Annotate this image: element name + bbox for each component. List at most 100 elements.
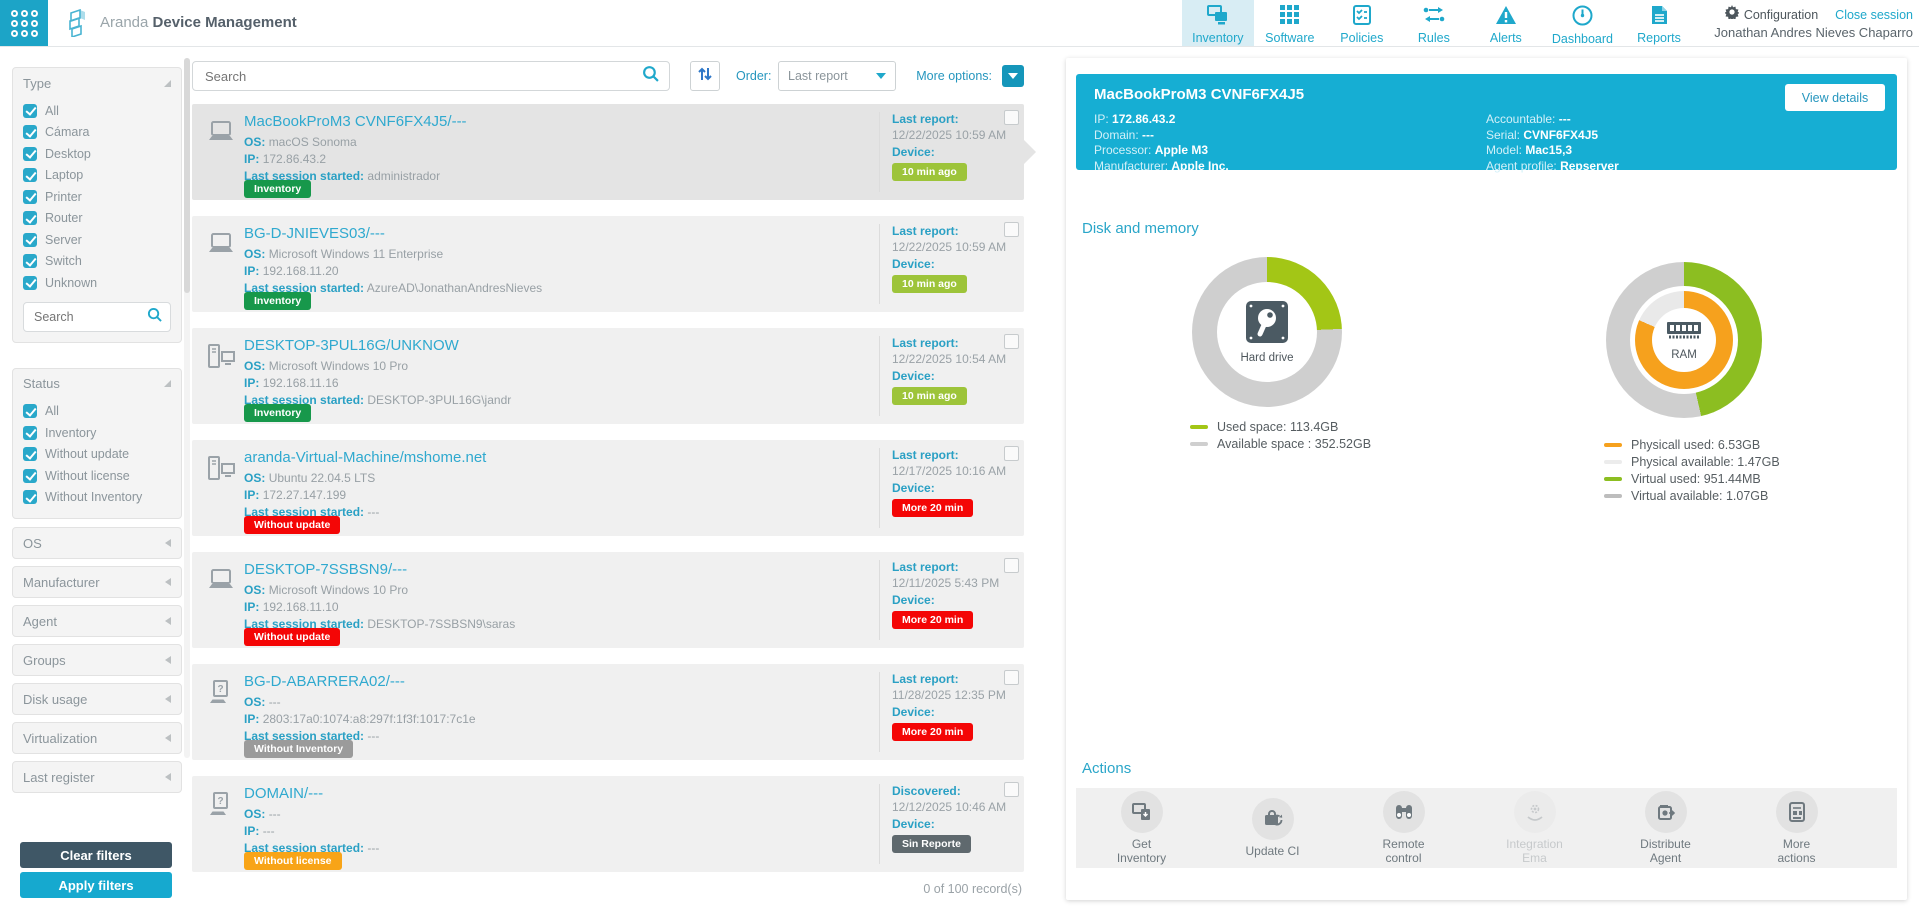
device-row[interactable]: MacBookProM3 CVNF6FX4J5/--- OS: macOS So…: [192, 104, 1036, 200]
status-option-all[interactable]: All: [23, 401, 171, 423]
checkbox-checked-icon[interactable]: [23, 404, 37, 419]
status-option-inventory[interactable]: Inventory: [23, 422, 171, 444]
row-checkbox[interactable]: [1004, 222, 1019, 237]
report-label: Discovered:: [892, 784, 961, 798]
tab-alerts[interactable]: Alerts: [1470, 0, 1542, 46]
order-dropdown[interactable]: Last report: [778, 61, 896, 91]
tab-policies[interactable]: Policies: [1326, 0, 1398, 46]
checkbox-checked-icon[interactable]: [23, 146, 37, 161]
device-row[interactable]: ? DOMAIN/--- OS: --- IP: --- Last sessio…: [192, 776, 1024, 872]
distribute-agent-action[interactable]: Distribute Agent: [1600, 788, 1731, 868]
session-value: ---: [367, 841, 380, 855]
device-name-link[interactable]: BG-D-JNIEVES03/---: [244, 225, 385, 242]
sidebar-scrollbar-thumb[interactable]: [184, 58, 190, 293]
brand-bold: Device Management: [152, 14, 297, 31]
row-checkbox[interactable]: [1004, 446, 1019, 461]
status-badge: Inventory: [244, 404, 312, 422]
tab-software[interactable]: Software: [1254, 0, 1326, 46]
checkbox-checked-icon[interactable]: [23, 168, 37, 183]
more-actions-action[interactable]: More actions: [1731, 788, 1862, 868]
app-launcher-grid-icon[interactable]: [0, 0, 48, 46]
session-value: ---: [367, 729, 380, 743]
legend-text: Physicall used: 6.53GB: [1631, 437, 1761, 452]
type-search-box[interactable]: [23, 301, 171, 332]
checkbox-checked-icon[interactable]: [23, 189, 37, 204]
report-info: Last report: 11/28/2025 12:35 PM Device:…: [879, 672, 1012, 752]
checkbox-checked-icon[interactable]: [23, 275, 37, 290]
filter-section-os-header[interactable]: OS: [13, 528, 181, 558]
type-option-router[interactable]: Router: [23, 208, 171, 230]
filter-section-last-register-header[interactable]: Last register: [13, 762, 181, 792]
sort-direction-button[interactable]: [690, 61, 720, 91]
type-option-camara[interactable]: Cámara: [23, 122, 171, 144]
apply-filters-button[interactable]: Apply filters: [20, 872, 172, 898]
checkbox-checked-icon[interactable]: [23, 490, 37, 505]
checkbox-checked-icon[interactable]: [23, 425, 37, 440]
device-search-input[interactable]: [203, 67, 642, 85]
type-option-switch[interactable]: Switch: [23, 251, 171, 273]
clear-filters-button[interactable]: Clear filters: [20, 842, 172, 868]
report-date: 12/12/2025 10:46 AM: [892, 800, 1007, 814]
status-option-without-license[interactable]: Without license: [23, 465, 171, 487]
status-option-without-inventory[interactable]: Without Inventory: [23, 487, 171, 509]
device-name-link[interactable]: DESKTOP-7SSBSN9/---: [244, 561, 408, 578]
filter-section-manufacturer-header[interactable]: Manufacturer: [13, 567, 181, 597]
filter-section-type-header[interactable]: Type: [13, 68, 181, 98]
checkbox-checked-icon[interactable]: [23, 254, 37, 269]
tab-rules[interactable]: Rules: [1398, 0, 1470, 46]
type-option-unknown[interactable]: Unknown: [23, 272, 171, 294]
row-checkbox[interactable]: [1004, 334, 1019, 349]
device-name-link[interactable]: aranda-Virtual-Machine/mshome.net: [244, 449, 487, 466]
device-name-link[interactable]: DOMAIN/---: [244, 785, 324, 802]
device-row[interactable]: DESKTOP-7SSBSN9/--- OS: Microsoft Window…: [192, 552, 1024, 648]
configuration-link[interactable]: Configuration: [1743, 7, 1819, 22]
device-name-link[interactable]: DESKTOP-3PUL16G/UNKNOW: [244, 337, 459, 354]
type-option-laptop[interactable]: Laptop: [23, 165, 171, 187]
more-options-label: More options:: [916, 69, 992, 83]
filter-section-title: Last register: [23, 769, 95, 785]
filter-section-disk-usage-header[interactable]: Disk usage: [13, 684, 181, 714]
type-option-printer[interactable]: Printer: [23, 186, 171, 208]
device-row[interactable]: BG-D-JNIEVES03/--- OS: Microsoft Windows…: [192, 216, 1024, 312]
device-row[interactable]: aranda-Virtual-Machine/mshome.net OS: Ub…: [192, 440, 1024, 536]
tab-dashboard[interactable]: Dashboard: [1542, 0, 1623, 46]
checkbox-checked-icon[interactable]: [23, 232, 37, 247]
row-checkbox[interactable]: [1004, 110, 1019, 125]
tab-reports[interactable]: Reports: [1623, 0, 1695, 46]
tab-inventory[interactable]: Inventory: [1181, 0, 1254, 46]
checkbox-checked-icon[interactable]: [23, 211, 37, 226]
status-option-without-update[interactable]: Without update: [23, 444, 171, 466]
device-label: Device:: [892, 593, 935, 607]
search-icon[interactable]: [642, 65, 659, 87]
device-row[interactable]: ? BG-D-ABARRERA02/--- OS: --- IP: 2803:1…: [192, 664, 1024, 760]
field-label: Model:: [1486, 143, 1523, 157]
filter-section-virtualization-header[interactable]: Virtualization: [13, 723, 181, 753]
close-session-link[interactable]: Close session: [1835, 7, 1913, 22]
filter-section-agent-header[interactable]: Agent: [13, 606, 181, 636]
filter-section-groups-header[interactable]: Groups: [13, 645, 181, 675]
type-option-server[interactable]: Server: [23, 229, 171, 251]
device-name-link[interactable]: MacBookProM3 CVNF6FX4J5/---: [244, 113, 467, 130]
device-row[interactable]: DESKTOP-3PUL16G/UNKNOW OS: Microsoft Win…: [192, 328, 1024, 424]
remote-control-action[interactable]: Remote control: [1338, 788, 1469, 868]
checkbox-checked-icon[interactable]: [23, 125, 37, 140]
search-icon[interactable]: [147, 307, 162, 327]
type-option-all[interactable]: All: [23, 100, 171, 122]
row-checkbox[interactable]: [1004, 782, 1019, 797]
update-ci-action[interactable]: Update CI: [1207, 788, 1338, 868]
row-checkbox[interactable]: [1004, 558, 1019, 573]
more-options-button[interactable]: [1002, 65, 1024, 87]
view-details-button[interactable]: View details: [1785, 84, 1885, 111]
type-option-desktop[interactable]: Desktop: [23, 143, 171, 165]
row-checkbox[interactable]: [1004, 670, 1019, 685]
device-search-box[interactable]: [192, 61, 670, 91]
user-name: Jonathan Andres Nieves Chaparro: [1714, 25, 1913, 40]
type-search-input[interactable]: [32, 308, 136, 325]
sidebar-scrollbar-track[interactable]: [184, 58, 190, 758]
device-name-link[interactable]: BG-D-ABARRERA02/---: [244, 673, 405, 690]
checkbox-checked-icon[interactable]: [23, 447, 37, 462]
filter-section-status-header[interactable]: Status: [13, 369, 181, 399]
checkbox-checked-icon[interactable]: [23, 468, 37, 483]
get-inventory-action[interactable]: Get Inventory: [1076, 788, 1207, 868]
checkbox-checked-icon[interactable]: [23, 103, 37, 118]
